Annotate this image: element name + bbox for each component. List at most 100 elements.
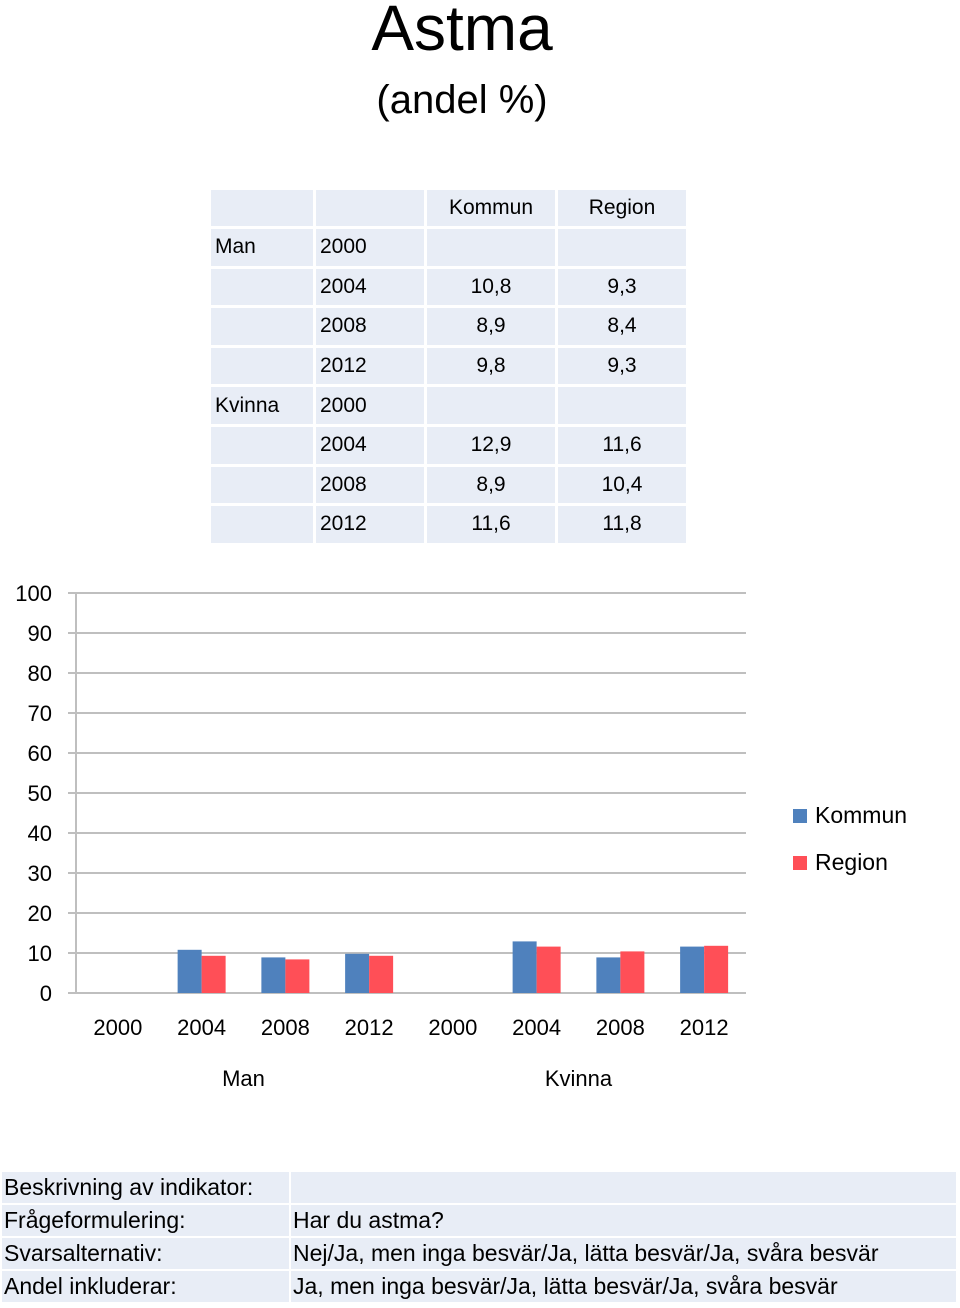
table-cell-region: 10,4 xyxy=(558,466,686,504)
table-cell-year: 2000 xyxy=(316,229,424,266)
table-cell-year: 2008 xyxy=(316,466,424,504)
legend-item-kommun: Kommun xyxy=(793,792,907,839)
table-cell-year: 2004 xyxy=(316,426,424,464)
x-tick-label: 2000 xyxy=(93,1015,142,1040)
table-cell-group xyxy=(211,308,313,345)
table-cell-region: 8,4 xyxy=(558,308,686,345)
table-cell-group: Kvinna xyxy=(211,387,313,424)
info-label: Beskrivning av indikator: xyxy=(2,1172,289,1203)
table-cell-year: 2012 xyxy=(316,506,424,543)
table-cell-year: 2004 xyxy=(316,268,424,306)
y-tick-label: 20 xyxy=(28,901,52,926)
y-tick-label: 60 xyxy=(28,741,52,766)
x-tick-label: 2008 xyxy=(596,1015,645,1040)
info-row: Frågeformulering: Har du astma? xyxy=(2,1205,956,1236)
legend-label-region: Region xyxy=(815,849,888,875)
info-value: Har du astma? xyxy=(291,1205,956,1236)
bar-region xyxy=(369,955,394,993)
info-row: Svarsalternativ: Nej/Ja, men inga besvär… xyxy=(2,1238,956,1269)
x-tick-label: 2004 xyxy=(177,1015,226,1040)
bar-chart: 0 10 20 30 40 50 60 70 80 90 100 2000 2004 2008 2012 20… xyxy=(15,581,746,1091)
info-label: Svarsalternativ: xyxy=(2,1238,289,1269)
table-cell-kommun xyxy=(427,229,555,266)
table-row: Kvinna 2000 xyxy=(211,387,686,424)
x-tick-label: 2004 xyxy=(512,1015,561,1040)
table-cell-group xyxy=(211,466,313,504)
table-cell-group xyxy=(211,426,313,464)
info-value: Ja, men inga besvär/Ja, lätta besvär/Ja,… xyxy=(291,1271,956,1302)
table-header-region: Region xyxy=(558,190,686,226)
chart-subtitle: (andel %) xyxy=(376,78,548,122)
table-cell-kommun: 8,9 xyxy=(427,466,555,504)
legend-label-kommun: Kommun xyxy=(815,802,908,828)
info-value: Nej/Ja, men inga besvär/Ja, lätta besvär… xyxy=(291,1238,956,1269)
bar-kommun xyxy=(261,957,286,993)
bar-kommun xyxy=(177,949,202,993)
y-tick-label: 70 xyxy=(28,701,52,726)
table-cell-region: 11,6 xyxy=(558,426,686,464)
table-cell-group xyxy=(211,347,313,385)
info-row: Beskrivning av indikator: xyxy=(2,1172,956,1203)
table-cell-region xyxy=(558,387,686,424)
table-cell-region xyxy=(558,229,686,266)
table-header-cell xyxy=(316,190,424,226)
table-row: 2012 11,6 11,8 xyxy=(211,506,686,543)
table-cell-year: 2012 xyxy=(316,347,424,385)
table-header-cell xyxy=(211,190,313,226)
table-row: 2008 8,9 10,4 xyxy=(211,466,686,504)
table-header-kommun: Kommun xyxy=(427,190,555,226)
bar-kommun xyxy=(680,946,705,993)
table-cell-kommun: 9,8 xyxy=(427,347,555,385)
table-row: 2012 9,8 9,3 xyxy=(211,347,686,385)
data-table: Kommun Region Man 2000 2004 10,8 9,3 200… xyxy=(208,187,689,546)
table-cell-region: 9,3 xyxy=(558,347,686,385)
table-row: Man 2000 xyxy=(211,229,686,266)
y-tick-label: 100 xyxy=(15,581,52,606)
bar-region xyxy=(536,946,561,993)
info-value xyxy=(291,1172,956,1203)
bar-kommun xyxy=(345,953,370,993)
bar-region xyxy=(620,951,645,993)
chart-legend: Kommun Region xyxy=(793,792,907,886)
x-tick-label: 2008 xyxy=(261,1015,310,1040)
legend-swatch-region xyxy=(793,855,807,870)
info-label: Andel inkluderar: xyxy=(2,1271,289,1302)
table-cell-group xyxy=(211,506,313,543)
bar-kommun xyxy=(596,957,621,993)
bar-region xyxy=(704,945,729,993)
table-cell-region: 11,8 xyxy=(558,506,686,543)
y-tick-label: 50 xyxy=(28,781,52,806)
table-cell-kommun: 10,8 xyxy=(427,268,555,306)
x-group-label: Man xyxy=(222,1066,265,1091)
x-tick-label: 2000 xyxy=(428,1015,477,1040)
table-cell-group xyxy=(211,268,313,306)
table-cell-kommun: 8,9 xyxy=(427,308,555,345)
table-cell-region: 9,3 xyxy=(558,268,686,306)
x-group-label: Kvinna xyxy=(545,1066,613,1091)
bar-region xyxy=(285,959,310,993)
y-tick-label: 0 xyxy=(40,981,52,1006)
table-cell-group: Man xyxy=(211,229,313,266)
legend-swatch-kommun xyxy=(793,808,807,823)
y-tick-label: 30 xyxy=(28,861,52,886)
table-row: 2008 8,9 8,4 xyxy=(211,308,686,345)
legend-item-region: Region xyxy=(793,839,907,886)
table-header-row: Kommun Region xyxy=(211,190,686,226)
info-label: Frågeformulering: xyxy=(2,1205,289,1236)
table-cell-kommun: 12,9 xyxy=(427,426,555,464)
table-cell-kommun: 11,6 xyxy=(427,506,555,543)
indicator-info-table: Beskrivning av indikator: Frågeformuleri… xyxy=(0,1170,958,1304)
x-tick-label: 2012 xyxy=(345,1015,394,1040)
x-tick-label: 2012 xyxy=(680,1015,729,1040)
y-tick-label: 90 xyxy=(28,621,52,646)
table-cell-kommun xyxy=(427,387,555,424)
info-row: Andel inkluderar: Ja, men inga besvär/Ja… xyxy=(2,1271,956,1302)
y-tick-label: 10 xyxy=(28,941,52,966)
table-cell-year: 2008 xyxy=(316,308,424,345)
y-tick-label: 80 xyxy=(28,661,52,686)
table-row: 2004 10,8 9,3 xyxy=(211,268,686,306)
y-tick-label: 40 xyxy=(28,821,52,846)
bar-region xyxy=(201,955,226,993)
chart-title: Astma xyxy=(371,0,553,64)
table-cell-year: 2000 xyxy=(316,387,424,424)
